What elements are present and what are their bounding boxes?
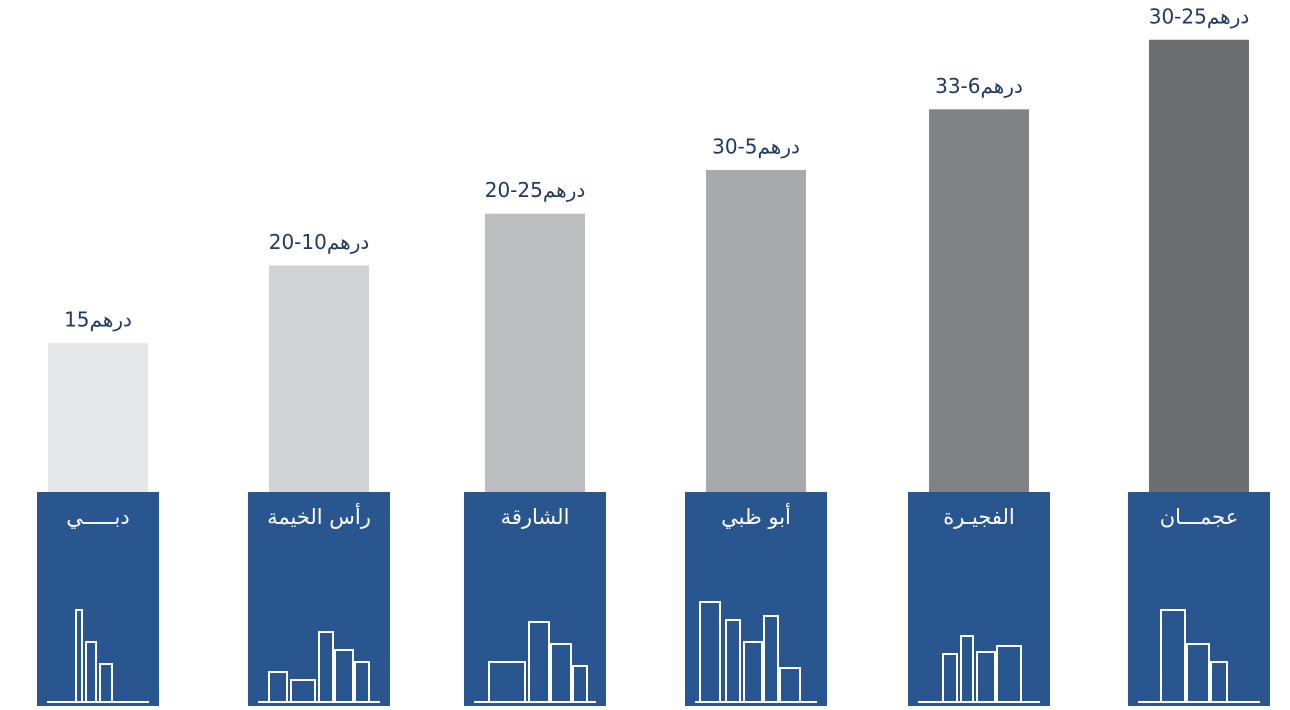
city-name: رأس الخيمة (267, 503, 371, 529)
city-name: دبـــــي (66, 505, 129, 529)
value-label: 30-5درهم (712, 134, 800, 158)
bar (929, 109, 1029, 492)
city-name: الشارقة (501, 505, 570, 529)
bar (1149, 40, 1249, 492)
value-label: 15درهم (64, 307, 132, 331)
bar (269, 265, 369, 492)
city-name: أبو ظبي (721, 503, 791, 529)
city-name: الفجيـرة (943, 505, 1015, 529)
value-label: 20-25درهم (485, 178, 586, 202)
bar (706, 170, 806, 492)
chart: 15درهم دبـــــي 20-10درهم رأس الخيمة 20-25در… (0, 0, 1290, 710)
value-label: 33-6درهم (935, 74, 1023, 98)
bar (485, 214, 585, 492)
city-name: عجمـــان (1160, 505, 1239, 529)
value-label: 20-10درهم (269, 230, 370, 254)
value-label: 30-25درهم (1149, 4, 1250, 28)
bar (48, 343, 148, 492)
page: {"chart_data": {"type": "bar", "categori… (0, 0, 1290, 710)
